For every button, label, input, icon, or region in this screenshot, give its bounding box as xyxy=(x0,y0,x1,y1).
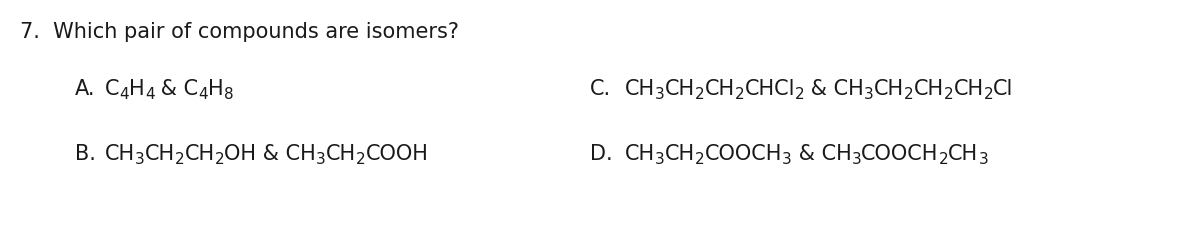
Text: 2: 2 xyxy=(734,87,744,101)
Text: 3: 3 xyxy=(852,151,862,166)
Text: CH: CH xyxy=(704,79,734,98)
Text: 3: 3 xyxy=(978,151,988,166)
Text: B.: B. xyxy=(74,143,96,163)
Text: & CH: & CH xyxy=(792,143,852,163)
Text: CH: CH xyxy=(625,79,655,98)
Text: CH: CH xyxy=(665,79,695,98)
Text: 4: 4 xyxy=(145,87,155,101)
Text: 2: 2 xyxy=(938,151,948,166)
Text: 3: 3 xyxy=(655,151,665,166)
Text: C: C xyxy=(106,79,120,98)
Text: CH: CH xyxy=(948,143,978,163)
Text: 7.  Which pair of compounds are isomers?: 7. Which pair of compounds are isomers? xyxy=(20,22,458,42)
Text: CHCl: CHCl xyxy=(744,79,794,98)
Text: OH & CH: OH & CH xyxy=(224,143,316,163)
Text: 2: 2 xyxy=(904,87,913,101)
Text: CH: CH xyxy=(954,79,984,98)
Text: & C: & C xyxy=(155,79,198,98)
Text: CH: CH xyxy=(185,143,215,163)
Text: 2: 2 xyxy=(356,151,366,166)
Text: CH: CH xyxy=(326,143,356,163)
Text: Cl: Cl xyxy=(994,79,1014,98)
Text: 3: 3 xyxy=(316,151,326,166)
Text: CH: CH xyxy=(145,143,175,163)
Text: COOCH: COOCH xyxy=(862,143,938,163)
Text: C.: C. xyxy=(590,79,611,98)
Text: A.: A. xyxy=(74,79,96,98)
Text: CH: CH xyxy=(874,79,904,98)
Text: H: H xyxy=(208,79,223,98)
Text: 3: 3 xyxy=(782,151,792,166)
Text: CH: CH xyxy=(106,143,136,163)
Text: 2: 2 xyxy=(215,151,224,166)
Text: 8: 8 xyxy=(223,87,233,101)
Text: CH: CH xyxy=(913,79,944,98)
Text: 2: 2 xyxy=(695,151,704,166)
Text: 2: 2 xyxy=(984,87,994,101)
Text: 3: 3 xyxy=(655,87,665,101)
Text: 3: 3 xyxy=(136,151,145,166)
Text: 4: 4 xyxy=(198,87,208,101)
Text: CH: CH xyxy=(625,143,655,163)
Text: & CH: & CH xyxy=(804,79,864,98)
Text: CH: CH xyxy=(665,143,695,163)
Text: 2: 2 xyxy=(944,87,954,101)
Text: H: H xyxy=(130,79,145,98)
Text: 4: 4 xyxy=(120,87,130,101)
Text: D.: D. xyxy=(590,143,613,163)
Text: COOCH: COOCH xyxy=(704,143,782,163)
Text: 2: 2 xyxy=(175,151,185,166)
Text: 2: 2 xyxy=(794,87,804,101)
Text: 3: 3 xyxy=(864,87,874,101)
Text: COOH: COOH xyxy=(366,143,428,163)
Text: 2: 2 xyxy=(695,87,704,101)
